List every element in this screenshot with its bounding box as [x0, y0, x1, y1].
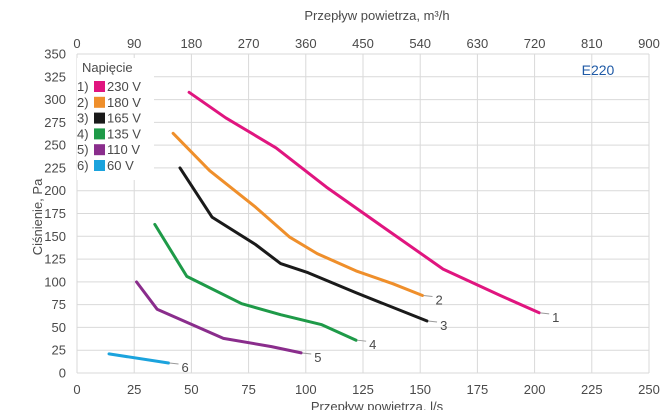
legend-item-prefix: 3) [77, 111, 89, 126]
x-tick-label: 50 [184, 382, 198, 397]
curve-label-leader [169, 362, 179, 365]
series-line-5 [135, 280, 303, 355]
top-x-tick-label: 810 [581, 36, 603, 51]
curve-label-leader [428, 320, 438, 323]
legend-item-prefix: 1) [77, 79, 89, 94]
y-tick-label: 250 [44, 138, 66, 153]
legend: Napięcie 1) 230 V 2) 180 V 3) 165 V 4) 135 V 5) 1… [77, 58, 154, 180]
y-tick-label: 150 [44, 229, 66, 244]
y-tick-label: 200 [44, 183, 66, 198]
top-x-tick-label: 900 [638, 36, 660, 51]
curve-label-leader [540, 312, 550, 315]
legend-item-label: 230 V [107, 79, 141, 94]
grid [76, 53, 650, 374]
curve-label-6: 6 [182, 360, 189, 375]
series-line-3 [178, 166, 429, 323]
x-tick-label: 250 [638, 382, 660, 397]
legend-swatch [94, 96, 105, 108]
legend-item-prefix: 6) [77, 158, 89, 173]
legend-item-label: 180 V [107, 95, 141, 110]
curve-label-leader [423, 295, 433, 298]
x-tick-label: 75 [241, 382, 255, 397]
legend-item-label: 60 V [107, 158, 134, 173]
y-tick-label: 325 [44, 69, 66, 84]
curve-label-2: 2 [435, 293, 442, 308]
y-tick-label: 275 [44, 115, 66, 130]
series-line-4 [153, 222, 358, 342]
legend-item-label: 110 V [107, 142, 140, 157]
x-tick-label: 200 [524, 382, 546, 397]
top-axis-label: Przepływ powietrza, m³/h [304, 8, 449, 23]
y-tick-label: 125 [44, 252, 66, 267]
legend-swatch [94, 81, 105, 92]
x-tick-label: 225 [581, 382, 603, 397]
x-tick-label: 150 [409, 382, 431, 397]
legend-item-label: 165 V [107, 111, 141, 126]
curve-label-leader [357, 339, 367, 342]
y-tick-label: 0 [59, 366, 66, 381]
y-axis-label: Ciśnienie, Pa [30, 178, 45, 255]
legend-item-prefix: 5) [77, 142, 89, 157]
curve-label-3: 3 [440, 318, 447, 333]
top-x-tick-label: 720 [524, 36, 546, 51]
y-tick-label: 50 [52, 320, 66, 335]
top-x-tick-label: 360 [295, 36, 317, 51]
x-tick-label: 25 [127, 382, 141, 397]
x-tick-label: 125 [352, 382, 374, 397]
curve-label-1: 1 [552, 310, 559, 325]
series-line-2 [171, 131, 424, 297]
series-line-6 [107, 352, 170, 365]
top-x-tick-label: 90 [127, 36, 141, 51]
y-tick-label: 350 [44, 47, 66, 62]
x-axis-label: Przepływ powietrza, l/s [311, 399, 444, 410]
series-line-1 [187, 90, 541, 315]
legend-box [77, 58, 154, 180]
top-x-tick-label: 0 [73, 36, 80, 51]
legend-swatch [94, 128, 105, 140]
legend-swatch [94, 144, 105, 156]
x-tick-label: 100 [295, 382, 317, 397]
y-tick-label: 100 [44, 274, 66, 289]
top-x-tick-label: 270 [238, 36, 260, 51]
legend-swatch [94, 112, 105, 124]
curve-label-leader [302, 352, 312, 355]
series-lines: 1 2 3 4 5 6 [107, 90, 559, 375]
curve-label-4: 4 [369, 337, 376, 352]
y-tick-label: 300 [44, 92, 66, 107]
legend-item-prefix: 2) [77, 95, 89, 110]
legend-item-label: 135 V [107, 126, 141, 141]
legend-item-prefix: 4) [77, 126, 89, 141]
curve-label-5: 5 [314, 350, 321, 365]
top-x-tick-label: 450 [352, 36, 374, 51]
y-tick-label: 175 [44, 206, 66, 221]
legend-swatch [94, 160, 105, 171]
top-x-tick-label: 630 [467, 36, 489, 51]
y-tick-label: 75 [52, 297, 66, 312]
y-tick-label: 225 [44, 160, 66, 175]
legend-title: Napięcie [82, 60, 133, 75]
model-label: E220 [582, 62, 615, 78]
y-tick-label: 25 [52, 343, 66, 358]
top-x-tick-label: 180 [181, 36, 203, 51]
x-tick-label: 175 [467, 382, 489, 397]
top-x-tick-label: 540 [409, 36, 431, 51]
x-tick-label: 0 [73, 382, 80, 397]
